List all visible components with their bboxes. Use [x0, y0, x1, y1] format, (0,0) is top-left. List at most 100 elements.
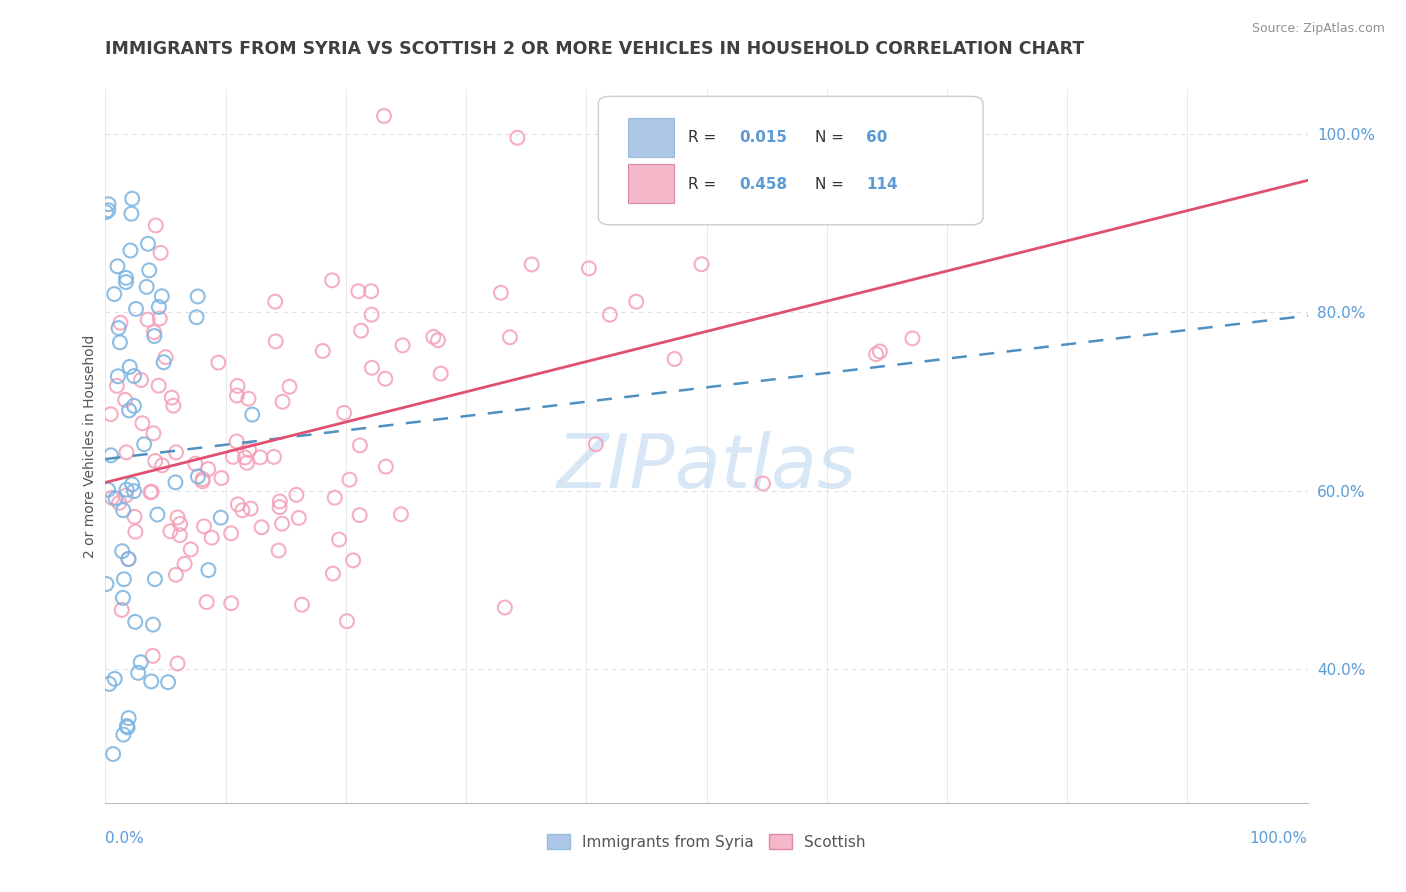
Point: [222, 450, 245, 464]
Point: [219, 596, 242, 610]
Point: [160, 391, 183, 405]
Text: N =: N =: [814, 177, 849, 192]
Point: [112, 572, 135, 586]
Point: [197, 563, 219, 577]
Point: [114, 392, 136, 407]
Point: [124, 509, 146, 524]
Point: [157, 675, 180, 690]
Point: [236, 456, 259, 470]
Point: [112, 503, 135, 517]
Point: [361, 360, 384, 375]
Point: [141, 674, 163, 689]
Point: [111, 591, 134, 605]
Point: [115, 445, 138, 459]
Point: [349, 508, 371, 523]
Point: [127, 665, 149, 680]
Point: [278, 380, 301, 394]
Point: [146, 508, 169, 522]
Point: [166, 510, 188, 524]
Text: 114: 114: [866, 177, 898, 192]
Point: [97, 203, 120, 218]
Point: [271, 394, 294, 409]
Point: [143, 329, 166, 343]
Point: [186, 310, 208, 325]
Point: [115, 483, 138, 497]
Point: [323, 491, 346, 505]
Point: [219, 526, 242, 541]
Point: [901, 331, 924, 345]
Point: [118, 403, 141, 417]
Point: [180, 542, 202, 557]
Point: [599, 308, 621, 322]
Bar: [628, 118, 673, 157]
Point: [494, 600, 516, 615]
Point: [129, 373, 152, 387]
Point: [427, 333, 450, 347]
Point: [285, 488, 308, 502]
Point: [288, 511, 311, 525]
Point: [187, 469, 209, 483]
Point: [135, 280, 157, 294]
Point: [108, 496, 131, 510]
Point: [114, 489, 136, 503]
Point: [148, 300, 170, 314]
Point: [121, 192, 143, 206]
Point: [165, 475, 187, 490]
Point: [347, 285, 370, 299]
Point: [233, 450, 256, 465]
Point: [690, 257, 713, 271]
Point: [239, 501, 262, 516]
Point: [134, 437, 156, 451]
Point: [166, 657, 188, 671]
Point: [321, 273, 343, 287]
Legend: Immigrants from Syria, Scottish: Immigrants from Syria, Scottish: [541, 828, 872, 855]
Text: Source: ZipAtlas.com: Source: ZipAtlas.com: [1251, 22, 1385, 36]
Point: [664, 351, 686, 366]
Point: [100, 448, 122, 462]
Point: [226, 379, 249, 393]
Point: [143, 572, 166, 586]
Point: [117, 711, 139, 725]
Point: [165, 445, 187, 459]
Point: [115, 275, 138, 289]
Point: [226, 497, 249, 511]
Point: [120, 207, 142, 221]
Point: [169, 528, 191, 542]
Point: [250, 520, 273, 534]
Point: [101, 747, 124, 761]
Point: [225, 388, 247, 402]
Point: [360, 285, 382, 299]
Point: [107, 260, 129, 274]
Point: [122, 484, 145, 499]
Point: [240, 408, 263, 422]
Point: [373, 109, 395, 123]
Point: [104, 672, 127, 686]
Point: [150, 289, 173, 303]
Point: [104, 491, 127, 506]
Point: [117, 720, 139, 734]
Point: [150, 458, 173, 473]
Point: [110, 316, 132, 330]
Point: [141, 484, 163, 499]
Point: [659, 115, 682, 129]
Point: [389, 508, 412, 522]
Point: [115, 271, 138, 285]
Point: [138, 263, 160, 277]
Point: [145, 219, 167, 233]
Point: [120, 244, 142, 258]
Point: [225, 434, 247, 449]
Point: [499, 330, 522, 344]
Point: [131, 416, 153, 430]
Point: [105, 379, 128, 393]
Point: [97, 197, 120, 211]
Point: [520, 257, 543, 271]
Point: [191, 472, 214, 486]
Point: [142, 617, 165, 632]
Point: [165, 567, 187, 582]
Point: [578, 261, 600, 276]
Point: [96, 577, 118, 591]
Point: [115, 719, 138, 733]
Text: 0.015: 0.015: [740, 130, 787, 145]
Point: [291, 598, 314, 612]
Point: [374, 459, 396, 474]
